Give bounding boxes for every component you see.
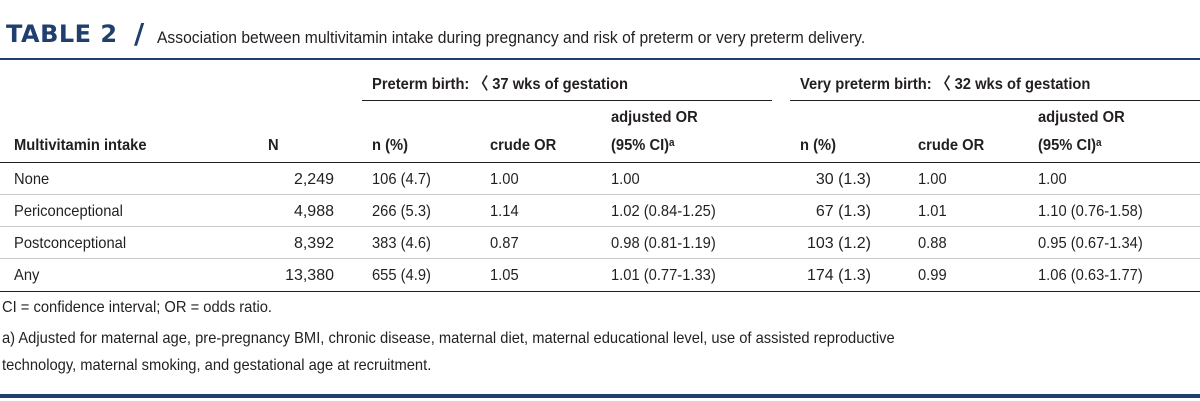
cell-n: 13,380 [285, 267, 334, 284]
col-header-intake: Multivitamin intake [14, 137, 147, 154]
cell-pt-adjusted: 1.01 (0.77-1.33) [611, 267, 716, 284]
cell-vp-n: 174 (1.3) [806, 267, 871, 284]
cell-vp-crude: 0.99 [918, 267, 947, 284]
cell-pt-adjusted: 0.98 (0.81-1.19) [611, 235, 716, 252]
group-rule-very-preterm [790, 100, 1200, 101]
cell-intake: Any [14, 267, 40, 284]
col-header-n: N [268, 137, 279, 154]
row-divider [0, 194, 1200, 195]
cell-pt-crude: 1.00 [490, 171, 519, 188]
cell-pt-adjusted: 1.00 [611, 171, 640, 188]
title-slash: / [134, 17, 145, 50]
col-header-pt-crude: crude OR [490, 137, 557, 154]
cell-vp-adjusted: 1.10 (0.76-1.58) [1038, 203, 1143, 220]
group-rule-preterm [362, 100, 772, 101]
footnote-abbreviations: CI = confidence interval; OR = odds rati… [2, 299, 273, 316]
cell-vp-adjusted: 1.00 [1038, 171, 1067, 188]
cell-n: 8,392 [293, 235, 334, 252]
cell-n: 4,988 [293, 203, 334, 220]
cell-pt-n: 266 (5.3) [372, 203, 431, 220]
col-header-pt-adjusted: adjusted OR [611, 109, 698, 126]
col-header-vp-crude: crude OR [918, 137, 985, 154]
table-caption: Association between multivitamin intake … [157, 28, 866, 47]
row-divider [0, 258, 1200, 259]
cell-pt-crude: 1.14 [490, 203, 519, 220]
group-header-preterm: Preterm birth: 〈 37 wks of gestation [372, 76, 629, 93]
cell-intake: Postconceptional [14, 235, 127, 252]
bottom-rule [0, 394, 1200, 398]
cell-pt-crude: 0.87 [490, 235, 519, 252]
col-header-vp-ci: (95% CI)ᵃ [1038, 137, 1102, 154]
cell-vp-n: 30 (1.3) [815, 171, 871, 188]
footnote-a-line1: a) Adjusted for maternal age, pre-pregna… [2, 330, 895, 347]
cell-vp-crude: 1.00 [918, 171, 947, 188]
cell-pt-adjusted: 1.02 (0.84-1.25) [611, 203, 716, 220]
group-header-very-preterm: Very preterm birth: 〈 32 wks of gestatio… [800, 76, 1091, 93]
footnote-a-line2: technology, maternal smoking, and gestat… [2, 357, 432, 374]
cell-pt-crude: 1.05 [490, 267, 519, 284]
row-divider [0, 226, 1200, 227]
table-label: TABLE 2 [6, 20, 118, 48]
cell-vp-adjusted: 0.95 (0.67-1.34) [1038, 235, 1143, 252]
cell-pt-n: 655 (4.9) [372, 267, 431, 284]
cell-vp-crude: 0.88 [918, 235, 947, 252]
title-rule [0, 58, 1200, 60]
table-end-rule [0, 291, 1200, 292]
cell-intake: None [14, 171, 50, 188]
cell-vp-n: 67 (1.3) [815, 203, 871, 220]
col-header-vp-adjusted: adjusted OR [1038, 109, 1125, 126]
cell-n: 2,249 [293, 171, 334, 188]
col-header-pt-n: n (%) [372, 137, 408, 154]
cell-vp-n: 103 (1.2) [806, 235, 871, 252]
col-header-pt-ci: (95% CI)ᵃ [611, 137, 675, 154]
col-header-vp-n: n (%) [800, 137, 836, 154]
header-rule [0, 162, 1200, 163]
cell-vp-adjusted: 1.06 (0.63-1.77) [1038, 267, 1143, 284]
cell-pt-n: 383 (4.6) [372, 235, 431, 252]
cell-intake: Periconceptional [14, 203, 123, 220]
cell-vp-crude: 1.01 [918, 203, 947, 220]
cell-pt-n: 106 (4.7) [372, 171, 431, 188]
